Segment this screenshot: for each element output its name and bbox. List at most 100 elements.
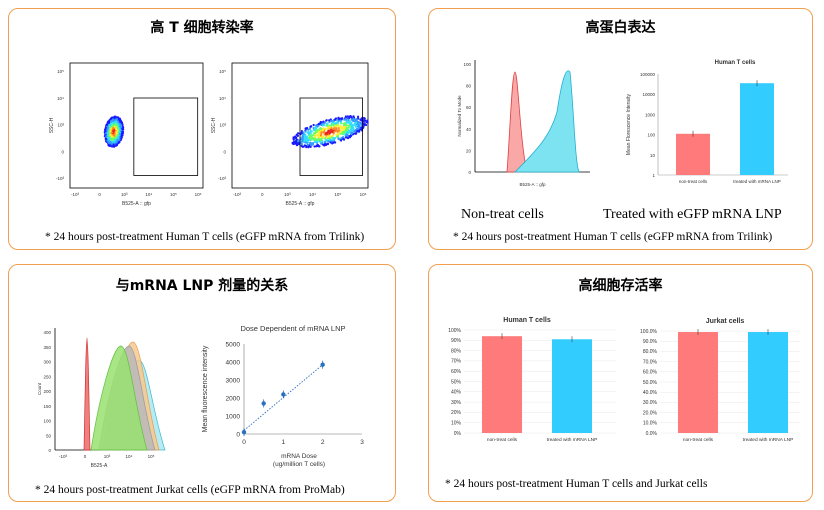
density-point	[111, 124, 114, 127]
x-tick-label: 10⁴	[309, 192, 316, 197]
density-point	[332, 132, 335, 135]
footnote: * 24 hours post-treatment Jurkat cells (…	[35, 484, 345, 496]
x-axis-label: (ug/million T cells)	[273, 461, 325, 468]
density-point	[107, 141, 110, 144]
density-point	[121, 127, 124, 130]
x-tick-label: treated with mRNA LNP	[733, 179, 781, 184]
x-tick-label: treated with mRNA LNP	[547, 437, 598, 443]
density-point	[358, 130, 361, 133]
x-tick-label: 1	[282, 439, 286, 446]
y-tick-label: 60%	[451, 369, 462, 375]
panel-title: 与mRNA LNP 剂量的关系	[115, 278, 289, 294]
density-point	[335, 128, 338, 132]
density-point	[322, 130, 325, 134]
y-tick-label: 0	[236, 432, 240, 439]
y-tick-label: 50%	[451, 379, 462, 385]
density-point	[332, 119, 335, 122]
density-point	[119, 125, 122, 128]
y-tick-label: 200	[43, 389, 51, 394]
density-point	[115, 143, 118, 146]
density-point	[314, 124, 318, 127]
y-tick-label: 100	[647, 133, 655, 138]
x-tick-label: 10³	[104, 454, 111, 459]
density-point	[350, 124, 353, 127]
density-point	[309, 125, 312, 128]
footnote: * 24 hours post-treatment Human T cells …	[45, 231, 365, 243]
density-point	[344, 115, 347, 118]
density-point	[113, 134, 116, 137]
density-point	[354, 125, 358, 128]
density-point	[310, 129, 313, 133]
density-point	[326, 127, 329, 130]
bar	[552, 339, 592, 433]
density-point	[115, 141, 118, 144]
density-point	[313, 137, 316, 140]
density-point	[343, 118, 346, 121]
density-point	[317, 132, 321, 135]
density-point	[112, 118, 115, 121]
density-point	[105, 132, 108, 135]
histogram-non-treat	[506, 71, 528, 173]
panel-title: 高 T 细胞转染率	[150, 20, 254, 36]
density-point	[115, 118, 118, 121]
density-point	[315, 140, 318, 143]
y-axis-label: Mean Florescence Intensity	[626, 93, 632, 155]
density-point	[112, 129, 115, 133]
density-point	[306, 137, 309, 140]
density-point	[325, 119, 328, 122]
density-point	[352, 128, 355, 131]
density-point	[303, 144, 307, 147]
density-point	[111, 127, 115, 130]
density-point	[110, 142, 113, 145]
density-point	[354, 132, 357, 135]
density-point	[363, 122, 366, 125]
density-point	[305, 146, 308, 149]
density-point	[292, 140, 296, 143]
density-point	[319, 134, 323, 137]
density-point	[336, 124, 339, 127]
density-point	[350, 116, 353, 119]
y-tick-label: 90%	[451, 338, 462, 344]
y-tick-label: 40	[466, 127, 472, 132]
density-point	[105, 135, 108, 138]
y-tick-label: 60	[466, 105, 472, 110]
density-point	[117, 127, 120, 130]
density-point	[347, 131, 350, 134]
y-tick-label: 10000	[642, 92, 655, 97]
histogram-non-treat	[83, 337, 91, 451]
density-point	[326, 143, 329, 146]
density-point	[317, 123, 320, 126]
y-tick-label: 10.0%	[643, 421, 658, 427]
y-axis-label: SSC-H	[49, 117, 55, 133]
chart-title: Jurkat cells	[706, 318, 745, 325]
density-point	[346, 134, 349, 137]
density-point	[328, 119, 331, 122]
density-point	[311, 136, 314, 139]
density-point	[336, 132, 339, 135]
density-point	[116, 124, 119, 127]
density-point	[351, 129, 354, 133]
density-point	[107, 144, 110, 147]
density-point	[345, 136, 348, 139]
x-tick-label: -10³	[59, 454, 68, 459]
density-point	[332, 141, 335, 144]
y-tick-label: 1000	[226, 414, 241, 421]
density-point	[297, 132, 300, 135]
y-tick-label: 20	[466, 148, 472, 153]
density-point	[365, 120, 368, 124]
y-tick-label: 4000	[226, 360, 241, 367]
density-point	[355, 118, 358, 121]
density-point	[314, 126, 318, 129]
label-treated: Treated with eGFP mRNA LNP	[603, 207, 782, 222]
x-tick-label: -10³	[71, 192, 80, 197]
density-point	[324, 140, 327, 143]
x-tick-label: 10⁶	[195, 192, 202, 197]
y-tick-label: 30%	[451, 400, 462, 406]
x-tick-label: 2	[321, 439, 325, 446]
y-tick-label: 50	[46, 433, 52, 438]
density-point	[329, 131, 332, 134]
density-point	[337, 137, 340, 141]
density-point	[340, 126, 344, 129]
density-point	[320, 138, 323, 141]
density-point	[109, 126, 112, 129]
